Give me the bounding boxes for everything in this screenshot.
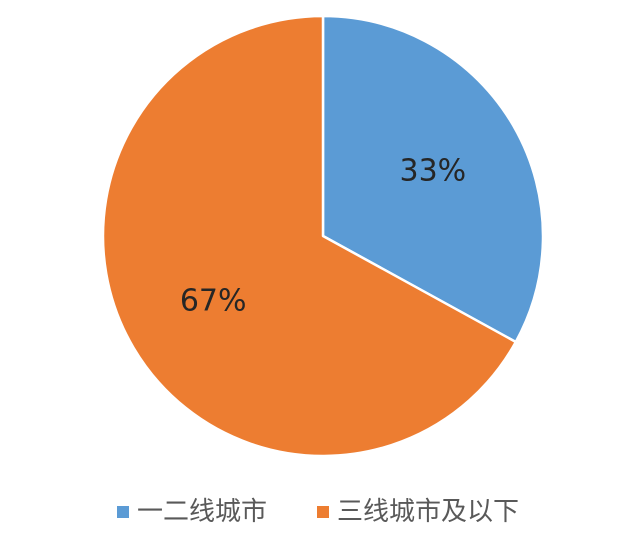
pie-slice-labels: 33% 67% [180, 154, 466, 319]
legend-swatch-1 [117, 506, 129, 518]
pie-slices [101, 14, 545, 458]
legend-label-1: 一二线城市 [137, 497, 267, 527]
pie-slice-label-2: 67% [180, 283, 247, 318]
legend-swatch-2 [317, 506, 329, 518]
pie-slice-2 [101, 14, 518, 458]
legend: 一二线城市 三线城市及以下 [117, 497, 519, 527]
pie-slice-1 [321, 14, 545, 344]
legend-label-2: 三线城市及以下 [337, 497, 519, 527]
pie-slice-label-1: 33% [399, 154, 466, 189]
